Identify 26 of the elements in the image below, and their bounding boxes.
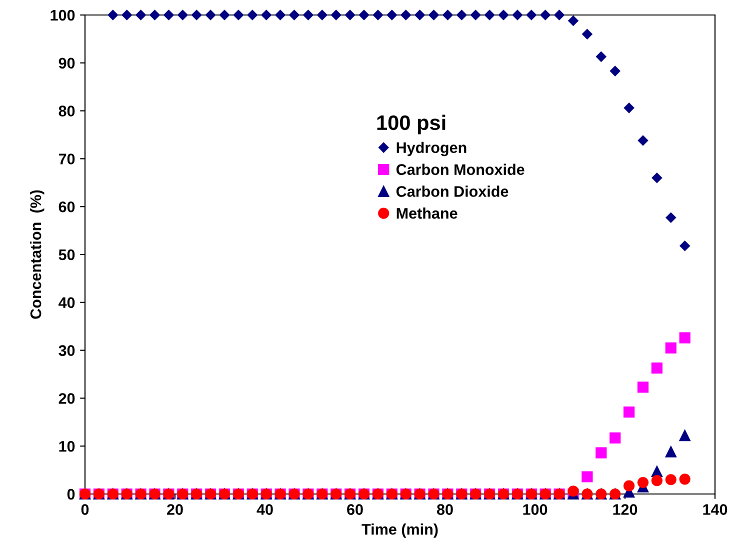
x-tick-label: 100 — [523, 504, 548, 515]
x-tick-label: 140 — [703, 504, 728, 515]
legend-label: Hydrogen — [396, 142, 466, 156]
y-tick-label: 90 — [58, 58, 75, 69]
x-tick-label: 0 — [81, 504, 89, 515]
y-axis-title: Concentation (%) — [30, 190, 44, 319]
x-tick-label: 20 — [167, 504, 183, 515]
y-tick-label: 70 — [58, 154, 75, 164]
y-tick-label: 30 — [58, 345, 75, 356]
x-axis-title: Time (min) — [362, 524, 438, 538]
y-tick-label: 40 — [58, 297, 75, 308]
y-tick-label: 50 — [58, 249, 75, 260]
legend-title: 100 psi — [377, 114, 446, 134]
x-tick-label: 80 — [436, 504, 453, 515]
y-tick-label: 80 — [58, 106, 75, 116]
y-tick-label: 20 — [58, 393, 75, 404]
legend-label: Methane — [396, 208, 458, 219]
x-tick-label: 60 — [347, 504, 363, 515]
legend-label: Carbon Monoxide — [396, 164, 524, 176]
legend-label: Carbon Dioxide — [396, 186, 508, 197]
y-tick-label: 100 — [50, 10, 75, 21]
y-tick-label: 0 — [67, 488, 75, 500]
x-tick-label: 40 — [256, 504, 273, 515]
y-tick-label: 10 — [59, 440, 75, 452]
x-tick-label: 120 — [613, 504, 638, 515]
y-tick-label: 60 — [58, 201, 75, 212]
